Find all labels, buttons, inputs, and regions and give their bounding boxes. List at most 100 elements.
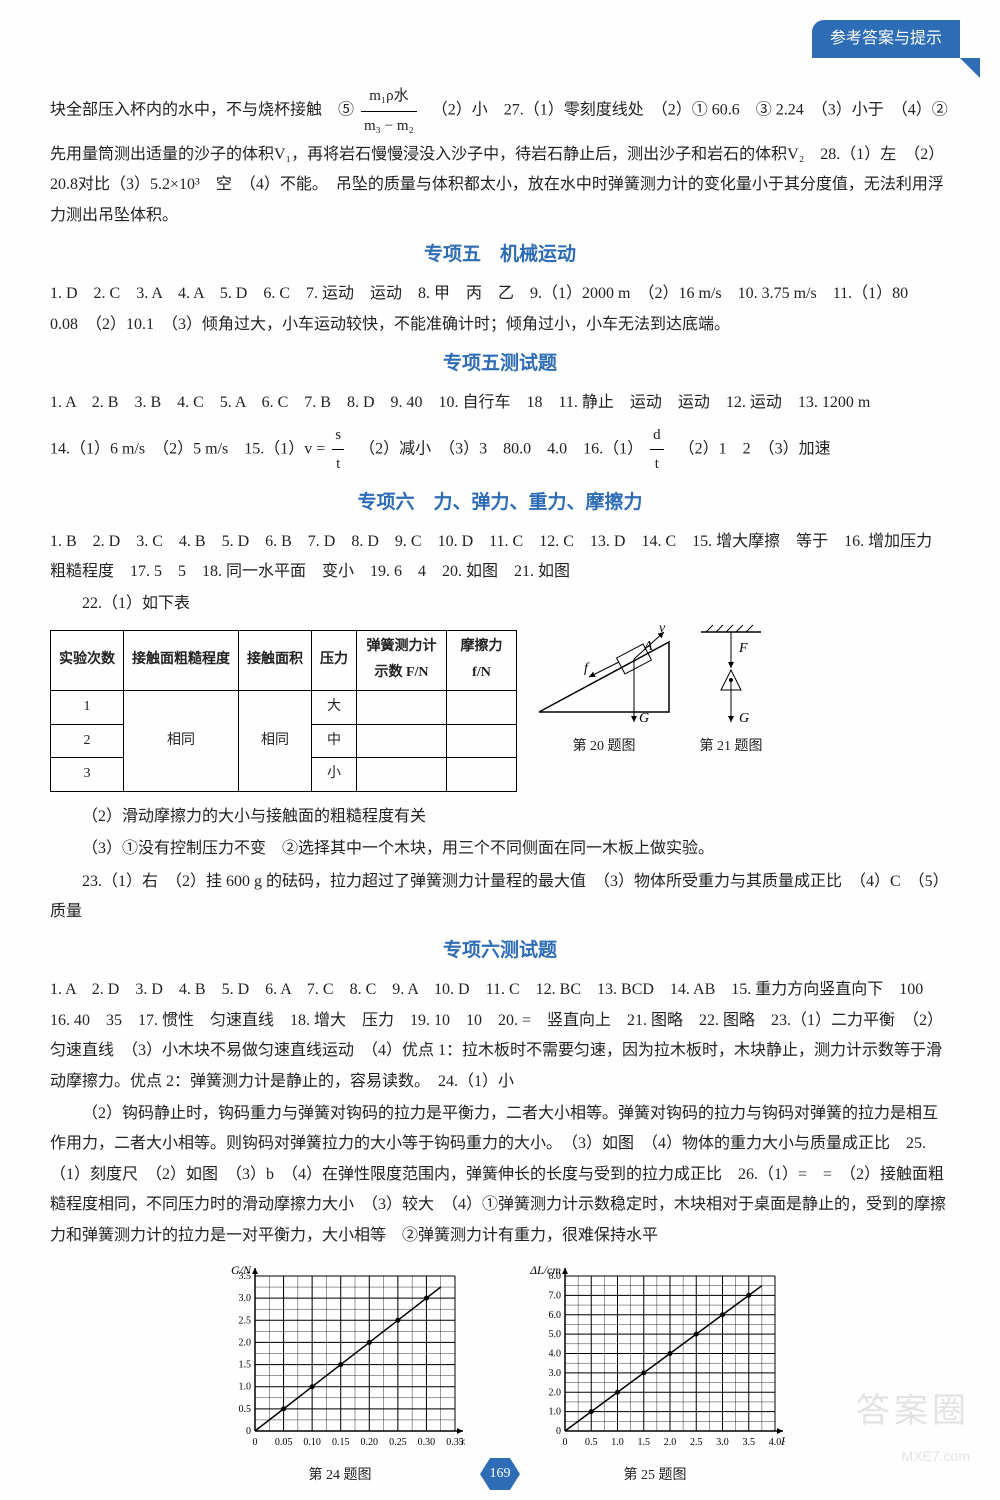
figure-20-caption: 第 20 题图 xyxy=(529,734,679,761)
svg-text:5.0: 5.0 xyxy=(549,1329,562,1340)
td xyxy=(447,724,517,758)
svg-text:v: v xyxy=(659,622,666,636)
table-header-row: 实验次数 接触面粗糙程度 接触面积 压力 弹簧测力计示数 F/N 摩擦力 f/N xyxy=(51,630,517,690)
svg-text:4.0: 4.0 xyxy=(769,1437,782,1448)
figure-21: F G 第 21 题图 xyxy=(691,622,771,761)
td xyxy=(447,758,517,792)
svg-text:0.25: 0.25 xyxy=(389,1437,407,1448)
svg-text:0.20: 0.20 xyxy=(361,1437,379,1448)
td: 小 xyxy=(312,758,357,792)
watermark: 答案圈 MXE7.com xyxy=(856,1379,970,1470)
table-row: 1 相同 相同 大 xyxy=(51,690,517,724)
svg-text:ΔL/cm: ΔL/cm xyxy=(529,1263,561,1277)
figure-24: 00.050.100.150.200.250.300.3500.51.01.52… xyxy=(215,1261,465,1490)
th: 接触面积 xyxy=(239,630,312,690)
section-5-test-title: 专项五测试题 xyxy=(50,346,950,382)
svg-text:G/N: G/N xyxy=(231,1263,252,1277)
svg-text:1.5: 1.5 xyxy=(239,1360,252,1371)
q23: 23.（1）右 （2）挂 600 g 的砝码，拉力超过了弹簧测力计量程的最大值 … xyxy=(50,867,950,928)
td: 大 xyxy=(312,690,357,724)
th: 摩擦力 f/N xyxy=(447,630,517,690)
svg-text:1.5: 1.5 xyxy=(638,1437,651,1448)
section-6-title: 专项六 力、弹力、重力、摩擦力 xyxy=(50,485,950,521)
section-6-test-title: 专项六测试题 xyxy=(50,933,950,969)
svg-text:3.5: 3.5 xyxy=(743,1437,756,1448)
svg-text:0.5: 0.5 xyxy=(585,1437,598,1448)
svg-text:2.5: 2.5 xyxy=(239,1315,252,1326)
section-5-title: 专项五 机械运动 xyxy=(50,237,950,273)
th: 压力 xyxy=(312,630,357,690)
svg-text:1.0: 1.0 xyxy=(611,1437,624,1448)
text: 块全部压入杯内的水中，不与烧杯接触 ⑤ xyxy=(50,102,354,119)
td xyxy=(447,690,517,724)
figure-20: A f v G 第 20 题图 xyxy=(529,622,679,761)
figure-21-caption: 第 21 题图 xyxy=(691,734,771,761)
td xyxy=(357,724,447,758)
table-and-figures-row: 实验次数 接触面粗糙程度 接触面积 压力 弹簧测力计示数 F/N 摩擦力 f/N… xyxy=(50,622,950,800)
svg-text:G: G xyxy=(639,711,649,726)
svg-text:0: 0 xyxy=(556,1426,561,1437)
fraction-st: s t xyxy=(332,421,344,479)
figure-25-caption: 第 25 题图 xyxy=(525,1463,785,1490)
incline-diagram-icon: A f v G xyxy=(529,622,679,732)
th: 弹簧测力计示数 F/N xyxy=(357,630,447,690)
svg-text:0.15: 0.15 xyxy=(332,1437,350,1448)
page-content: 块全部压入杯内的水中，不与烧杯接触 ⑤ m₁ρ水 m₃ − m₂ （2）小 27… xyxy=(50,20,950,1490)
svg-text:2.5: 2.5 xyxy=(690,1437,703,1448)
text: （2）减小 （3）3 80.0 4.0 16.（1） xyxy=(351,440,643,457)
svg-text:0: 0 xyxy=(563,1437,568,1448)
section-6-test-p2: （2）钩码静止时，钩码重力与弹簧对钩码的拉力是平衡力，二者大小相等。弹簧对钩码的… xyxy=(50,1099,950,1251)
svg-text:2.0: 2.0 xyxy=(549,1387,562,1398)
td: 1 xyxy=(51,690,124,724)
watermark-text: 答案圈 xyxy=(856,1379,970,1444)
text: （2）小 27.（1）零刻度线处 （2）① 60.6 ③ 2.24 （3）小于 … xyxy=(50,102,948,224)
svg-text:3.0: 3.0 xyxy=(549,1368,562,1379)
svg-text:0.10: 0.10 xyxy=(303,1437,321,1448)
header-tab: 参考答案与提示 xyxy=(812,20,960,58)
figure-24-caption: 第 24 题图 xyxy=(215,1463,465,1490)
svg-text:G: G xyxy=(739,711,749,726)
frac-num: s xyxy=(332,421,344,451)
svg-text:f: f xyxy=(584,661,590,676)
section-5-test-a: 1. A 2. B 3. B 4. C 5. A 6. C 7. B 8. D … xyxy=(50,388,950,418)
td xyxy=(357,758,447,792)
svg-text:3.0: 3.0 xyxy=(716,1437,729,1448)
th: 接触面粗糙程度 xyxy=(124,630,239,690)
charts-row: 00.050.100.150.200.250.300.3500.51.01.52… xyxy=(50,1261,950,1490)
q22-3: （3）①没有控制压力不变 ②选择其中一个木块，用三个不同侧面在同一木板上做实验。 xyxy=(50,834,950,864)
hanging-diagram-icon: F G xyxy=(691,622,771,732)
svg-text:2.0: 2.0 xyxy=(239,1337,252,1348)
chart-25-icon: 00.51.01.52.02.53.03.54.001.02.03.04.05.… xyxy=(525,1261,785,1461)
frac-den: t xyxy=(332,450,344,479)
svg-text:F/N: F/N xyxy=(780,1434,785,1448)
q22-intro: 22.（1）如下表 xyxy=(50,589,950,619)
watermark-url: MXE7.com xyxy=(856,1443,970,1470)
svg-text:0: 0 xyxy=(253,1437,258,1448)
svg-text:7.0: 7.0 xyxy=(549,1290,562,1301)
th: 实验次数 xyxy=(51,630,124,690)
svg-text:1.0: 1.0 xyxy=(239,1382,252,1393)
text: （2）1 2 （3）加速 xyxy=(671,440,831,457)
frac-den: m₃ − m₂ xyxy=(361,112,417,141)
experiment-table: 实验次数 接触面粗糙程度 接触面积 压力 弹簧测力计示数 F/N 摩擦力 f/N… xyxy=(50,630,517,792)
fraction-dt: d t xyxy=(650,421,664,479)
svg-text:6.0: 6.0 xyxy=(549,1310,562,1321)
frac-den: t xyxy=(650,450,664,479)
svg-text:0.05: 0.05 xyxy=(275,1437,293,1448)
td: 相同 xyxy=(124,690,239,791)
q22-2: （2）滑动摩擦力的大小与接触面的粗糙程度有关 xyxy=(50,802,950,832)
section-6-answers: 1. B 2. D 3. C 4. B 5. D 6. B 7. D 8. D … xyxy=(50,527,950,588)
section-5-test-b: 14.（1）6 m/s （2）5 m/s 15.（1）v = s t （2）减小… xyxy=(50,421,950,479)
td: 相同 xyxy=(239,690,312,791)
svg-text:3.0: 3.0 xyxy=(239,1293,252,1304)
svg-text:m/kg: m/kg xyxy=(461,1434,465,1448)
text: 14.（1）6 m/s （2）5 m/s 15.（1）v = xyxy=(50,440,329,457)
frac-num: m₁ρ水 xyxy=(361,82,417,112)
td: 2 xyxy=(51,724,124,758)
svg-text:0: 0 xyxy=(246,1426,251,1437)
frac-num: d xyxy=(650,421,664,451)
paragraph-intro: 块全部压入杯内的水中，不与烧杯接触 ⑤ m₁ρ水 m₃ − m₂ （2）小 27… xyxy=(50,82,950,231)
td xyxy=(357,690,447,724)
td: 3 xyxy=(51,758,124,792)
svg-text:1.0: 1.0 xyxy=(549,1407,562,1418)
